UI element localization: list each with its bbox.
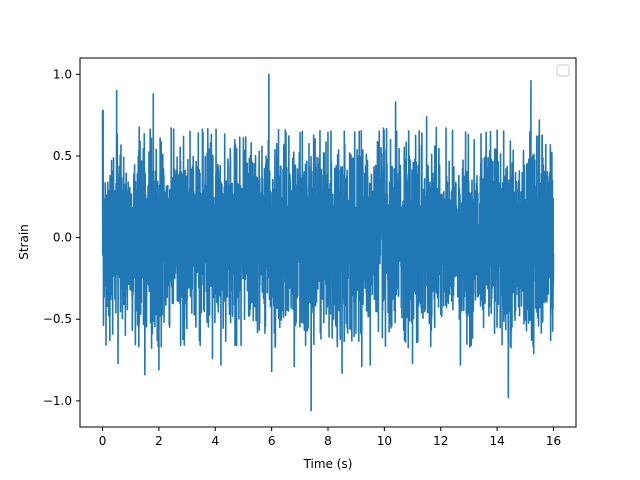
y-tick-label: 0.0 bbox=[53, 231, 72, 245]
series-line-strain bbox=[101, 73, 555, 412]
x-axis: 0 2 4 6 8 10 12 14 16 bbox=[99, 427, 561, 448]
y-tick-label: −0.5 bbox=[43, 312, 72, 326]
y-tick-label: 1.0 bbox=[53, 67, 72, 81]
y-axis: −1.0 −0.5 0.0 0.5 1.0 bbox=[43, 67, 80, 408]
x-tick-label: 14 bbox=[489, 434, 504, 448]
x-axis-label: Time (s) bbox=[303, 457, 353, 471]
x-tick-label: 12 bbox=[433, 434, 448, 448]
y-tick-label: 0.5 bbox=[53, 149, 72, 163]
legend bbox=[556, 64, 570, 77]
x-tick-label: 16 bbox=[546, 434, 561, 448]
x-tick-label: 10 bbox=[377, 434, 392, 448]
x-tick-label: 2 bbox=[155, 434, 163, 448]
y-tick-label: −1.0 bbox=[43, 394, 72, 408]
x-tick-label: 6 bbox=[268, 434, 276, 448]
x-tick-label: 0 bbox=[99, 434, 107, 448]
y-axis-label: Strain bbox=[17, 224, 31, 260]
x-tick-label: 8 bbox=[324, 434, 332, 448]
series-layer bbox=[101, 73, 555, 412]
x-tick-label: 4 bbox=[211, 434, 219, 448]
